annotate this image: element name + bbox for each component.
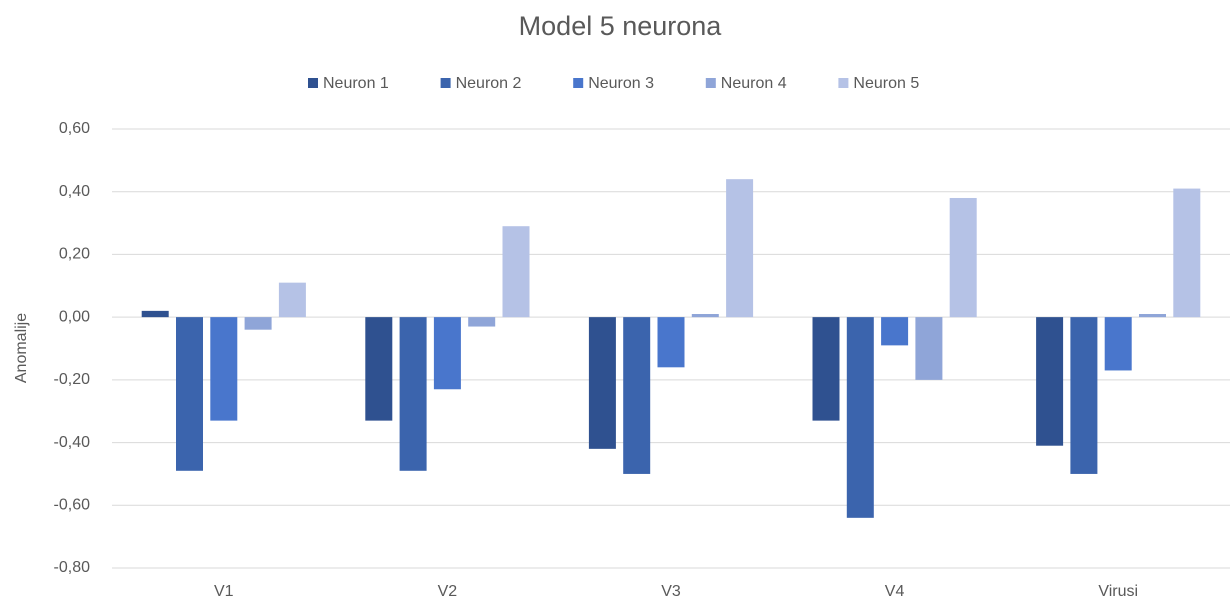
- bar: [1173, 188, 1201, 318]
- bar: [502, 226, 530, 318]
- y-tick-label: -0,80: [54, 559, 91, 576]
- y-tick-label: -0,40: [54, 434, 91, 451]
- bar: [433, 317, 461, 390]
- bar: [846, 317, 874, 518]
- bar: [1036, 317, 1064, 446]
- bar: [399, 317, 427, 471]
- bar: [365, 317, 393, 421]
- x-tick-label: V1: [214, 583, 234, 600]
- legend-swatch: [573, 78, 584, 88]
- bar: [1139, 314, 1166, 318]
- bar: [1104, 317, 1132, 371]
- bar: [278, 282, 306, 318]
- legend-label: Neuron 2: [456, 75, 522, 92]
- y-axis-label: Anomalije: [13, 313, 30, 383]
- bar: [210, 317, 238, 421]
- x-tick-label: V2: [438, 583, 458, 600]
- bar: [691, 314, 719, 318]
- legend-swatch: [308, 78, 318, 88]
- y-tick-label: 0,60: [59, 120, 90, 137]
- bar: [726, 179, 754, 318]
- chart-title: Model 5 neurona: [519, 11, 723, 41]
- legend-label: Neuron 5: [853, 75, 919, 92]
- y-tick-label: -0,60: [54, 497, 91, 514]
- bar: [468, 317, 496, 327]
- bar: [623, 317, 651, 474]
- legend-label: Neuron 1: [323, 75, 389, 92]
- legend-label: Neuron 3: [588, 75, 654, 92]
- bar: [588, 317, 616, 449]
- bar: [141, 310, 169, 318]
- bar: [881, 317, 909, 346]
- x-tick-label: Virusi: [1098, 583, 1138, 600]
- y-tick-label: 0,20: [59, 246, 90, 263]
- bar: [915, 317, 943, 380]
- y-tick-label: 0,40: [59, 183, 90, 200]
- legend-swatch: [440, 78, 451, 88]
- bar: [176, 317, 203, 471]
- bar: [657, 317, 685, 368]
- bar: [1070, 317, 1098, 474]
- legend-swatch: [838, 78, 849, 88]
- legend-label: Neuron 4: [721, 75, 787, 92]
- x-tick-label: V3: [661, 583, 681, 600]
- bar: [244, 317, 272, 330]
- legend-swatch: [705, 78, 716, 88]
- y-tick-label: -0,20: [54, 371, 91, 388]
- x-tick-label: V4: [885, 583, 905, 600]
- bar: [812, 317, 840, 421]
- y-tick-label: 0,00: [59, 308, 90, 325]
- bar: [949, 197, 977, 318]
